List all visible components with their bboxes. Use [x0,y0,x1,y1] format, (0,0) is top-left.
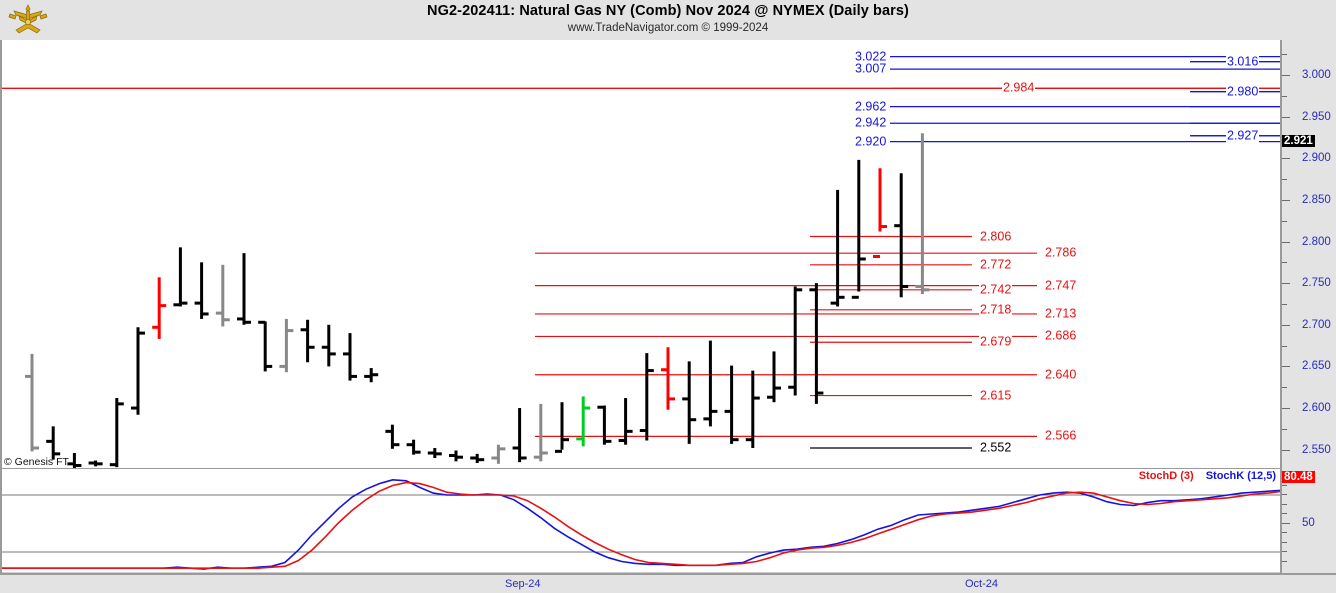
stochastic-indicator-pane[interactable]: StochD (3) StochK (12,5) [0,468,1282,574]
level-label-2-742[interactable]: 2.742 [979,282,1013,297]
price-axis[interactable]: 3.000 2.950 2.900 2.850 2.800 2.750 2.700 2.650… [1280,40,1336,468]
time-axis[interactable]: Sep-24 Oct-24 [0,573,1336,593]
level-label-2-980[interactable]: 2.980 [1226,84,1260,99]
price-axis-minor-tick [1282,220,1287,222]
price-axis-label-2-800: 2.800 [1302,235,1331,248]
stochk-legend-label: StochK (12,5) [1205,470,1276,482]
current-price-tag: 2.921 [1282,134,1315,147]
indicator-axis-label-50: 50 [1302,516,1315,529]
chart-header: NG2-202411: Natural Gas NY (Comb) Nov 20… [0,0,1336,41]
surveyor-transit-logo [6,2,50,36]
level-label-2-942[interactable]: 2.942 [854,115,888,130]
level-label-2-772[interactable]: 2.772 [979,257,1013,272]
level-label-3-007[interactable]: 3.007 [854,61,888,76]
price-axis-minor-tick [1282,241,1287,243]
price-axis-minor-tick [1282,324,1287,326]
indicator-axis-tick [1282,494,1287,495]
price-axis-minor-tick [1282,199,1287,201]
price-axis-minor-tick [1282,428,1287,430]
price-axis-minor-tick [1282,116,1287,118]
level-label-2-713[interactable]: 2.713 [1044,306,1078,321]
level-label-2-640[interactable]: 2.640 [1044,367,1078,382]
price-axis-minor-tick [1282,303,1287,305]
level-label-2-806[interactable]: 2.806 [979,229,1013,243]
price-axis-label-2-550: 2.550 [1302,443,1331,456]
price-axis-minor-tick [1282,158,1287,160]
level-label-3-016[interactable]: 3.016 [1226,54,1260,69]
price-axis-minor-tick [1282,74,1287,76]
level-label-2-679[interactable]: 2.679 [979,334,1013,349]
level-label-2-686[interactable]: 2.686 [1044,328,1078,343]
price-axis-minor-tick [1282,54,1287,56]
price-axis-minor-tick [1282,408,1287,410]
price-axis-label-3-000: 3.000 [1302,68,1331,81]
price-axis-label-2-650: 2.650 [1302,360,1331,373]
price-axis-label-2-700: 2.700 [1302,318,1331,331]
level-label-2-920[interactable]: 2.920 [854,134,888,149]
price-axis-label-2-950: 2.950 [1302,110,1331,123]
indicator-axis-tick [1282,551,1287,552]
price-axis-minor-tick [1282,262,1287,264]
level-label-2-718[interactable]: 2.718 [979,302,1013,317]
indicator-axis-tick [1282,532,1287,533]
price-plot[interactable]: 3.022 3.016 3.007 2.984 2.980 2.962 2.942 2.927… [0,40,1282,468]
stochd-legend-label: StochD (3) [1138,470,1194,482]
price-axis-minor-tick [1282,345,1287,347]
level-label-2-786[interactable]: 2.786 [1044,245,1078,260]
stochastic-canvas [2,478,1282,574]
level-label-2-962[interactable]: 2.962 [854,99,888,114]
time-axis-label-oct-24: Oct-24 [965,578,999,590]
chart-subtitle: www.TradeNavigator.com © 1999-2024 [567,22,769,34]
price-axis-label-2-900: 2.900 [1302,152,1331,165]
price-axis-label-2-750: 2.750 [1302,277,1331,290]
level-label-2-747[interactable]: 2.747 [1044,278,1078,293]
page-title: NG2-202411: Natural Gas NY (Comb) Nov 20… [427,3,909,19]
indicator-axis-tick [1282,513,1287,514]
price-axis-label-2-600: 2.600 [1302,402,1331,415]
indicator-axis-tick [1282,560,1287,562]
time-axis-label-sep-24: Sep-24 [505,578,541,590]
price-axis-minor-tick [1282,179,1287,181]
indicator-legend: StochD (3) StochK (12,5) [1139,470,1276,482]
price-plot-canvas [2,56,1282,468]
indicator-axis-tick [1282,503,1287,505]
level-label-2-927[interactable]: 2.927 [1226,128,1260,143]
price-axis-minor-tick [1282,387,1287,389]
price-axis-label-2-850: 2.850 [1302,193,1331,206]
level-label-2-615[interactable]: 2.615 [979,388,1013,403]
indicator-axis-tick [1282,522,1290,524]
level-label-2-552[interactable]: 2.552 [979,440,1013,455]
price-axis-minor-tick [1282,283,1287,285]
indicator-axis-tick [1282,484,1287,486]
level-label-3-022[interactable]: 3.022 [854,49,888,64]
indicator-current-value: 80.48 [1282,471,1315,483]
level-label-2-566[interactable]: 2.566 [1044,428,1078,443]
price-axis-minor-tick [1282,366,1287,368]
indicator-axis[interactable]: 80.48 50 [1280,468,1336,573]
level-label-2-984[interactable]: 2.984 [1002,80,1036,95]
indicator-axis-tick [1282,541,1287,543]
price-axis-minor-tick [1282,449,1287,451]
copyright-notice: © Genesis FT [4,456,69,468]
price-axis-minor-tick [1282,95,1287,97]
